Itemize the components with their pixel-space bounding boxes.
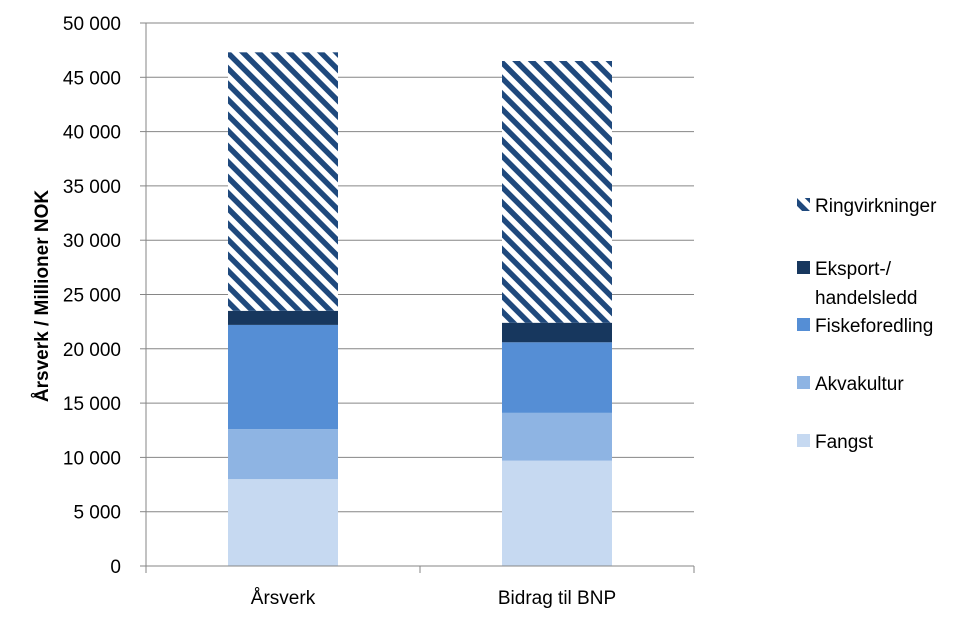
- y-tick-label: 30 000: [63, 231, 121, 252]
- legend-swatch: [797, 376, 810, 389]
- bar-segment: [228, 479, 338, 566]
- x-category-label: Årsverk: [251, 588, 316, 609]
- axes: [140, 22, 695, 573]
- legend: Ringvirkninger Eksport-/ handelsledd Fiskef…: [797, 196, 937, 453]
- legend-label: Eksport-/: [815, 259, 892, 280]
- legend-swatch: [797, 261, 810, 274]
- y-tick-label: 10 000: [63, 448, 121, 469]
- legend-swatch: [797, 318, 810, 331]
- legend-label: handelsledd: [815, 288, 917, 309]
- bars: [228, 52, 612, 566]
- y-tick-label: 45 000: [63, 68, 121, 89]
- bar-segment: [502, 61, 612, 323]
- bar-segment: [228, 429, 338, 480]
- y-tick-label: 40 000: [63, 123, 121, 144]
- y-axis-title: Årsverk / Millioner NOK: [32, 190, 53, 403]
- bar-segment: [228, 52, 338, 311]
- legend-label: Fiskeforedling: [815, 316, 933, 337]
- y-tick-label: 20 000: [63, 340, 121, 361]
- legend-swatch: [797, 434, 810, 447]
- bar-segment: [228, 324, 338, 430]
- x-category-label: Bidrag til BNP: [498, 588, 616, 609]
- bar-segment: [502, 412, 612, 461]
- tick-labels: 0 5 000 10 000 15 000 20 000 25 000 30 000 35 0…: [63, 14, 616, 609]
- legend-label: Fangst: [815, 432, 874, 453]
- bar-segment: [502, 460, 612, 566]
- y-tick-label: 0: [110, 557, 121, 578]
- legend-swatch: [797, 198, 810, 211]
- y-tick-label: 5 000: [73, 503, 121, 524]
- y-tick-label: 25 000: [63, 286, 121, 307]
- legend-label: Ringvirkninger: [815, 196, 937, 217]
- y-tick-label: 50 000: [63, 14, 121, 35]
- bar-segment: [502, 322, 612, 343]
- bar-segment: [502, 342, 612, 413]
- y-tick-label: 35 000: [63, 177, 121, 198]
- bar-segment: [228, 310, 338, 325]
- legend-label: Akvakultur: [815, 374, 904, 395]
- y-tick-label: 15 000: [63, 394, 121, 415]
